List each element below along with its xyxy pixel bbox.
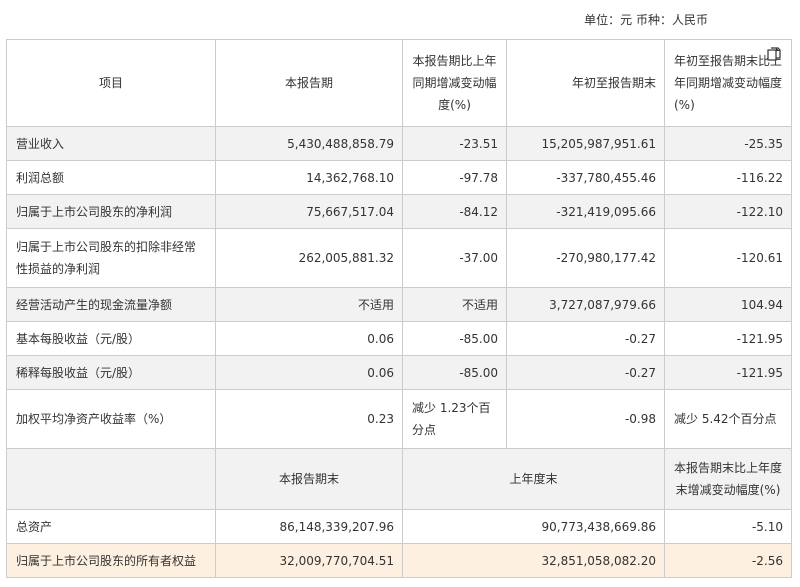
row-label: 营业收入 [6, 126, 216, 161]
row-balance-change: -2.56 [664, 543, 792, 578]
row-label: 归属于上市公司股东的扣除非经常性损益的净利润 [6, 228, 216, 288]
table-row: 经营活动产生的现金流量净额 不适用 不适用 3,727,087,979.66 1… [6, 287, 792, 322]
row-yoy: -85.00 [402, 355, 507, 390]
row-current: 75,667,517.04 [215, 194, 403, 229]
row-label: 总资产 [6, 509, 216, 544]
financial-table: 项目 本报告期 本报告期比上年同期增减变动幅度(%) 年初至报告期末 年初至报告… [6, 39, 792, 578]
row-ytd: -321,419,095.66 [506, 194, 665, 229]
row-ytd: -0.27 [506, 355, 665, 390]
row-label: 稀释每股收益（元/股） [6, 355, 216, 390]
row-last-year-end: 32,851,058,082.20 [402, 543, 665, 578]
row-current: 0.23 [215, 389, 403, 449]
row-yoy: -37.00 [402, 228, 507, 288]
table-row: 总资产 86,148,339,207.96 90,773,438,669.86 … [6, 509, 792, 544]
header-ytd-change-cell: 年初至报告期末比上年同期增减变动幅度(%) [664, 39, 792, 127]
table-row: 稀释每股收益（元/股） 0.06 -85.00 -0.27 -121.95 [6, 355, 792, 390]
row-yoy: -84.12 [402, 194, 507, 229]
header-ytd-change: 年初至报告期末比上年同期增减变动幅度(%) [674, 54, 783, 112]
row-balance-change: -5.10 [664, 509, 792, 544]
row-current: 14,362,768.10 [215, 160, 403, 195]
row-ytd-change: -122.10 [664, 194, 792, 229]
row-label: 经营活动产生的现金流量净额 [6, 287, 216, 322]
table-row: 利润总额 14,362,768.10 -97.78 -337,780,455.4… [6, 160, 792, 195]
row-current: 5,430,488,858.79 [215, 126, 403, 161]
row-current: 不适用 [215, 287, 403, 322]
row-label: 加权平均净资产收益率（%） [6, 389, 216, 449]
header-current-period: 本报告期 [215, 39, 403, 127]
table-row: 归属于上市公司股东的所有者权益 32,009,770,704.51 32,851… [6, 543, 792, 578]
row-ytd-change: -121.95 [664, 355, 792, 390]
row-label: 利润总额 [6, 160, 216, 195]
row-yoy: -97.78 [402, 160, 507, 195]
header-ytd: 年初至报告期末 [506, 39, 665, 127]
row-yoy: -85.00 [402, 321, 507, 356]
row-ytd: -337,780,455.46 [506, 160, 665, 195]
balance-header-blank [6, 448, 216, 510]
row-period-end: 32,009,770,704.51 [215, 543, 403, 578]
row-current: 262,005,881.32 [215, 228, 403, 288]
row-label: 归属于上市公司股东的净利润 [6, 194, 216, 229]
row-ytd-change: 减少 5.42个百分点 [664, 389, 792, 449]
row-current: 0.06 [215, 321, 403, 356]
row-ytd-change: -120.61 [664, 228, 792, 288]
row-yoy: 减少 1.23个百分点 [402, 389, 507, 449]
row-last-year-end: 90,773,438,669.86 [402, 509, 665, 544]
row-ytd-change: -25.35 [664, 126, 792, 161]
row-current: 0.06 [215, 355, 403, 390]
row-ytd: 3,727,087,979.66 [506, 287, 665, 322]
row-period-end: 86,148,339,207.96 [215, 509, 403, 544]
header-yoy-change: 本报告期比上年同期增减变动幅度(%) [402, 39, 507, 127]
row-ytd-change: -121.95 [664, 321, 792, 356]
table-row: 归属于上市公司股东的扣除非经常性损益的净利润 262,005,881.32 -3… [6, 228, 792, 288]
unit-note: 单位：元 币种：人民币 [584, 13, 708, 27]
table-header-row: 项目 本报告期 本报告期比上年同期增减变动幅度(%) 年初至报告期末 年初至报告… [6, 39, 792, 127]
row-ytd: 15,205,987,951.61 [506, 126, 665, 161]
row-ytd: -0.27 [506, 321, 665, 356]
header-period-end: 本报告期末 [215, 448, 403, 510]
row-ytd-change: 104.94 [664, 287, 792, 322]
header-item: 项目 [6, 39, 216, 127]
table-row: 基本每股收益（元/股） 0.06 -85.00 -0.27 -121.95 [6, 321, 792, 356]
header-balance-change: 本报告期末比上年度末增减变动幅度(%) [664, 448, 792, 510]
header-last-year-end: 上年度末 [402, 448, 665, 510]
table-row: 加权平均净资产收益率（%） 0.23 减少 1.23个百分点 -0.98 减少 … [6, 389, 792, 449]
row-ytd: -270,980,177.42 [506, 228, 665, 288]
row-label: 基本每股收益（元/股） [6, 321, 216, 356]
row-ytd: -0.98 [506, 389, 665, 449]
table-row: 营业收入 5,430,488,858.79 -23.51 15,205,987,… [6, 126, 792, 161]
table-row: 归属于上市公司股东的净利润 75,667,517.04 -84.12 -321,… [6, 194, 792, 229]
copy-icon[interactable] [767, 47, 781, 61]
balance-header-row: 本报告期末 上年度末 本报告期末比上年度末增减变动幅度(%) [6, 448, 792, 510]
row-label: 归属于上市公司股东的所有者权益 [6, 543, 216, 578]
row-yoy: -23.51 [402, 126, 507, 161]
row-yoy: 不适用 [402, 287, 507, 322]
row-ytd-change: -116.22 [664, 160, 792, 195]
